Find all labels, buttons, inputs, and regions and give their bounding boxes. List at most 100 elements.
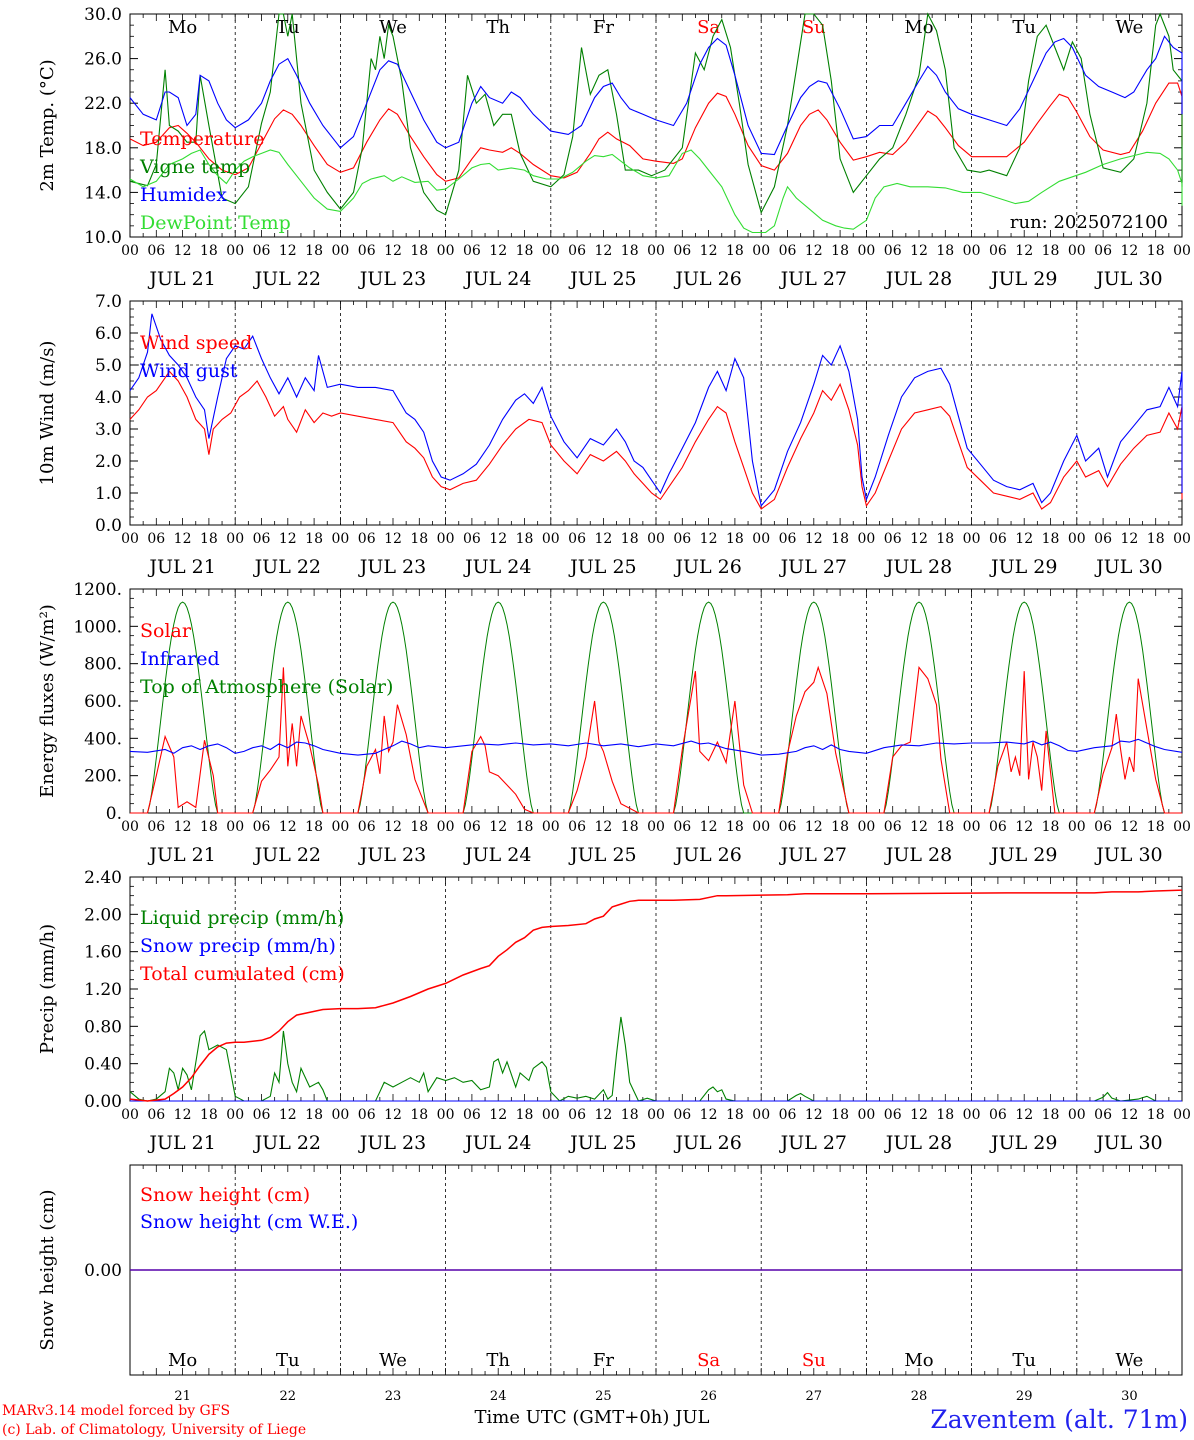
y-tick-label: 0.00 [84,1092,122,1112]
x-hour-label: 18 [410,243,428,259]
x-hour-label: 00 [963,1107,981,1123]
x-date-label: JUL 29 [989,1132,1057,1154]
x-hour-label: 18 [726,531,744,547]
x-hour-label: 06 [147,243,165,259]
x-date-label: JUL 26 [673,556,741,578]
x-hour-label: 12 [384,243,402,259]
y-axis-label: 10m Wind (m/s) [37,341,58,486]
x-hour-label: 12 [279,1107,297,1123]
x-hour-label: 06 [779,1107,797,1123]
y-tick-label: 2.0 [95,452,122,472]
x-hour-label: 18 [831,243,849,259]
series-line-vigne-temp [129,12,1183,216]
x-hour-label: 18 [200,243,218,259]
x-date-label: JUL 21 [147,1132,215,1154]
x-hour-label: 12 [174,243,192,259]
legend-entry: Solar [140,620,192,642]
x-date-label: JUL 27 [779,556,847,578]
y-tick-label: 3.0 [95,420,122,440]
y-tick-label: 1.60 [84,943,122,963]
x-hour-label: 12 [594,1107,612,1123]
y-tick-label: 2.40 [84,868,122,888]
x-hour-label: 00 [121,1107,139,1123]
series-line-wind-gust [129,313,1183,508]
weekday-label: Su [802,1350,826,1371]
x-hour-label: 00 [1173,1107,1191,1123]
weekday-label: We [1116,17,1144,38]
x-hour-label: 12 [910,243,928,259]
series-line-temperature [129,82,1183,182]
x-date-label: JUL 30 [1094,268,1162,290]
x-date-label: JUL 28 [884,844,952,866]
x-hour-label: 18 [1147,243,1165,259]
x-hour-label: 18 [305,1107,323,1123]
day-number-label: 22 [280,1389,297,1404]
x-hour-label: 06 [568,243,586,259]
y-tick-label: 6.0 [95,324,122,344]
day-number-label: 30 [1121,1389,1138,1404]
x-hour-label: 06 [673,531,691,547]
y-tick-label: 22.0 [84,94,122,114]
x-hour-label: 12 [805,819,823,835]
weekday-label: We [379,17,407,38]
x-date-label: JUL 30 [1094,1132,1162,1154]
day-number-label: 27 [806,1389,823,1404]
x-hour-label: 12 [700,531,718,547]
y-tick-label: 7.0 [95,292,122,312]
x-hour-label: 12 [279,531,297,547]
x-hour-label: 00 [1068,819,1086,835]
x-hour-label: 00 [647,1107,665,1123]
x-date-label: JUL 27 [779,268,847,290]
x-hour-label: 06 [673,243,691,259]
y-axis-label: Snow height (cm) [37,1189,58,1350]
x-hour-label: 12 [805,531,823,547]
x-hour-label: 00 [857,531,875,547]
x-hour-label: 00 [1173,819,1191,835]
x-hour-label: 00 [857,819,875,835]
x-hour-label: 00 [121,243,139,259]
x-hour-label: 06 [779,819,797,835]
x-axis-title: Time UTC (GMT+0h) JUL [475,1407,710,1428]
x-hour-label: 18 [936,243,954,259]
x-hour-label: 18 [1147,531,1165,547]
y-tick-label: 1.20 [84,980,122,1000]
x-hour-label: 00 [1068,1107,1086,1123]
x-date-label: JUL 28 [884,1132,952,1154]
x-hour-label: 06 [673,819,691,835]
y-tick-label: 2.00 [84,905,122,925]
x-hour-label: 06 [147,531,165,547]
x-date-label: JUL 27 [779,844,847,866]
legend-entry: Temperature [140,128,264,150]
x-hour-label: 06 [989,531,1007,547]
x-hour-label: 18 [726,819,744,835]
weekday-label: Tu [1012,1350,1036,1371]
x-hour-label: 00 [647,531,665,547]
weekday-label: Tu [276,1350,300,1371]
x-hour-label: 12 [279,243,297,259]
x-hour-label: 12 [489,1107,507,1123]
legend-entry: Humidex [140,184,227,206]
x-hour-label: 00 [121,819,139,835]
weekday-label: Fr [593,1350,614,1371]
x-hour-label: 06 [358,243,376,259]
credit-line-2: (c) Lab. of Climatology, University of L… [2,1422,306,1438]
y-tick-label: 0.0 [95,516,122,536]
x-hour-label: 18 [621,1107,639,1123]
y-axis-label: Precip (mm/h) [37,924,58,1054]
x-hour-label: 18 [516,819,534,835]
weekday-label: Mo [168,1350,197,1371]
y-tick-label: 400. [84,729,122,749]
x-hour-label: 18 [410,819,428,835]
x-hour-label: 00 [857,1107,875,1123]
x-hour-label: 12 [1015,1107,1033,1123]
legend-entry: Snow height (cm W.E.) [140,1211,358,1233]
x-hour-label: 12 [1015,243,1033,259]
weekday-label: Su [802,17,826,38]
y-tick-label: 30.0 [84,5,122,25]
x-hour-label: 18 [831,531,849,547]
x-hour-label: 00 [647,819,665,835]
x-hour-label: 06 [989,1107,1007,1123]
x-hour-label: 00 [857,243,875,259]
x-hour-label: 06 [463,1107,481,1123]
series-line-humidex [129,35,1183,156]
